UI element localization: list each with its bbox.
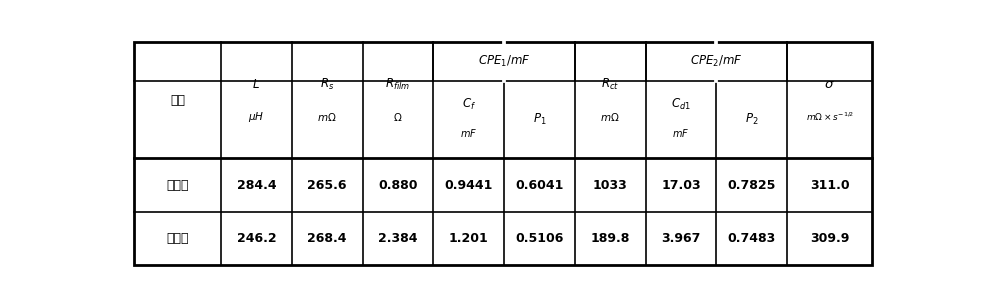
Text: $\mu H$: $\mu H$ bbox=[248, 110, 264, 124]
Text: $R_{film}$: $R_{film}$ bbox=[385, 77, 410, 92]
Text: 268.4: 268.4 bbox=[307, 232, 347, 245]
Text: 189.8: 189.8 bbox=[590, 232, 629, 245]
Text: 0.880: 0.880 bbox=[378, 178, 417, 192]
Text: 0.5106: 0.5106 bbox=[516, 232, 564, 245]
Text: $m\Omega$: $m\Omega$ bbox=[317, 111, 337, 123]
Text: 对比例: 对比例 bbox=[166, 178, 189, 192]
Text: 17.03: 17.03 bbox=[661, 178, 701, 192]
Text: $\sigma$: $\sigma$ bbox=[825, 78, 835, 91]
Text: 实验料: 实验料 bbox=[166, 232, 189, 245]
Text: $CPE_2/mF$: $CPE_2/mF$ bbox=[690, 54, 742, 69]
Text: $P_1$: $P_1$ bbox=[532, 112, 546, 127]
Text: $C_f$: $C_f$ bbox=[462, 97, 475, 112]
Text: $C_{d1}$: $C_{d1}$ bbox=[671, 97, 691, 112]
Text: 0.7483: 0.7483 bbox=[728, 232, 776, 245]
Text: 0.9441: 0.9441 bbox=[445, 178, 493, 192]
Text: 2.384: 2.384 bbox=[378, 232, 417, 245]
Text: $\Omega$: $\Omega$ bbox=[393, 111, 403, 123]
Text: 1.201: 1.201 bbox=[449, 232, 489, 245]
Text: 311.0: 311.0 bbox=[810, 178, 849, 192]
Text: $R_{ct}$: $R_{ct}$ bbox=[601, 77, 620, 92]
Text: 265.6: 265.6 bbox=[307, 178, 347, 192]
Text: 电池: 电池 bbox=[170, 94, 185, 107]
Text: $m\Omega$: $m\Omega$ bbox=[600, 111, 620, 123]
Text: 0.7825: 0.7825 bbox=[728, 178, 776, 192]
Text: $m\Omega \times s^{-1/2}$: $m\Omega \times s^{-1/2}$ bbox=[805, 111, 854, 123]
Text: 1033: 1033 bbox=[593, 178, 627, 192]
Text: 246.2: 246.2 bbox=[237, 232, 276, 245]
Text: $mF$: $mF$ bbox=[673, 127, 689, 139]
Text: 284.4: 284.4 bbox=[237, 178, 276, 192]
Text: 0.6041: 0.6041 bbox=[516, 178, 564, 192]
Text: $mF$: $mF$ bbox=[461, 127, 477, 139]
Text: 309.9: 309.9 bbox=[810, 232, 849, 245]
Text: $R_s$: $R_s$ bbox=[320, 77, 334, 92]
Text: $L$: $L$ bbox=[252, 78, 260, 91]
Text: 3.967: 3.967 bbox=[661, 232, 701, 245]
Text: $CPE_1/mF$: $CPE_1/mF$ bbox=[478, 54, 530, 69]
Text: $P_2$: $P_2$ bbox=[745, 112, 758, 127]
